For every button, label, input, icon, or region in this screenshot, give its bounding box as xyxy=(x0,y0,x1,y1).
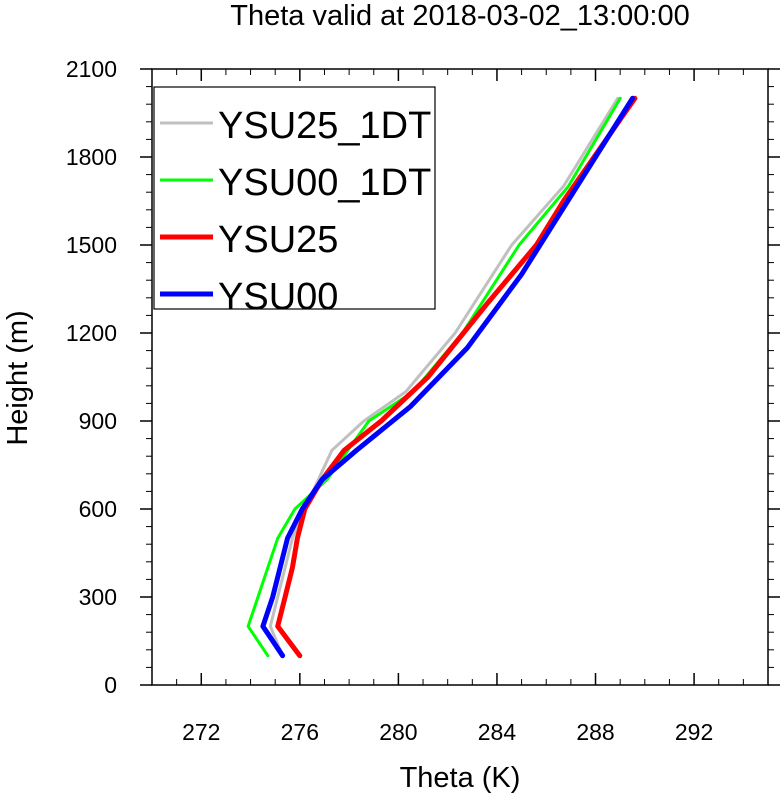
y-tick-label: 300 xyxy=(79,584,117,610)
x-axis-label: Theta (K) xyxy=(400,762,521,794)
y-tick-label: 600 xyxy=(79,496,117,522)
y-tick-label: 1200 xyxy=(66,320,117,346)
series-line-ysu00-1dt xyxy=(246,96,622,658)
series-line-ysu25-1dt xyxy=(268,96,620,658)
y-tick-label: 2100 xyxy=(66,56,117,82)
series-line-ysu00 xyxy=(260,95,635,659)
x-tick-label: 272 xyxy=(182,719,220,745)
legend: YSU25_1DT YSU00_1DT YSU25 YSU00 xyxy=(153,86,436,318)
y-tick-label: 0 xyxy=(104,672,117,698)
y-tick-label: 900 xyxy=(79,408,117,434)
legend-label: YSU25 xyxy=(218,219,338,261)
chart-title: Theta valid at 2018-03-02_13:00:00 xyxy=(230,0,690,32)
series-lines xyxy=(246,95,638,659)
x-tick-label: 284 xyxy=(478,719,517,745)
legend-label: YSU25_1DT xyxy=(218,105,431,147)
plot-frame xyxy=(151,68,769,686)
legend-label: YSU00_1DT xyxy=(218,162,431,204)
legend-box xyxy=(153,86,436,310)
y-tick-label: 1800 xyxy=(66,144,117,170)
axis-ticks xyxy=(140,68,780,686)
series-line-ysu25 xyxy=(275,95,638,659)
y-axis-label: Height (m) xyxy=(2,310,34,445)
y-tick-label: 1500 xyxy=(66,232,117,258)
legend-label: YSU00 xyxy=(218,276,338,318)
axis-tick-labels: 272 276 280 284 288 292 0 300 600 900 1200 1500 1800… xyxy=(66,56,713,745)
x-tick-label: 292 xyxy=(675,719,713,745)
x-tick-label: 276 xyxy=(281,719,319,745)
x-tick-label: 288 xyxy=(576,719,614,745)
x-tick-label: 280 xyxy=(379,719,417,745)
